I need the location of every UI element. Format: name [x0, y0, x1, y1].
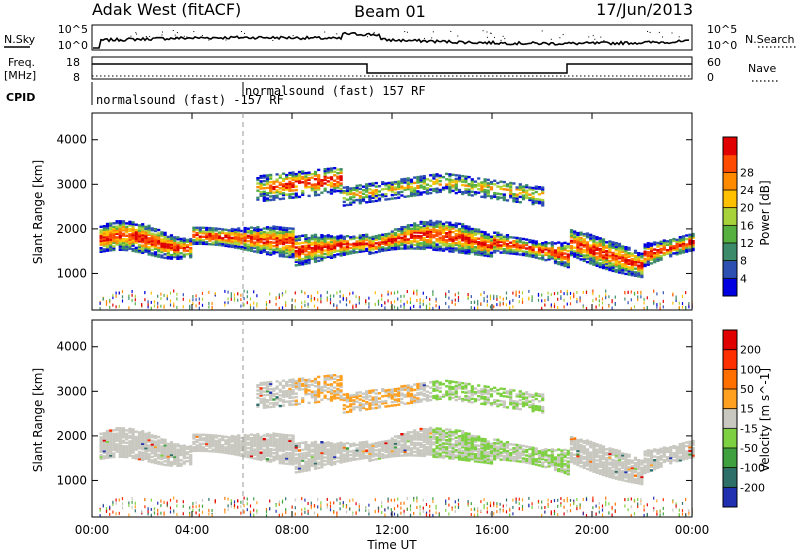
nsearch-tick-bottom: 10^0	[707, 39, 737, 52]
range-tick-label: 1000	[56, 473, 87, 487]
cpid-entry-1: normalsound (fast) -157 RF	[96, 93, 284, 107]
velocity-colorbar: 200 100 50 15 -15 -50 -100 -200	[722, 329, 765, 508]
time-tick-label: 16:00	[475, 523, 510, 537]
colorbar-swatch	[723, 467, 737, 488]
nsky-label: N.Sky	[4, 33, 36, 46]
colorbar-tick-label: 8	[740, 255, 747, 268]
cpid-row: CPID normalsound (fast) -157 RF normalso…	[6, 82, 426, 107]
nave-tick-bottom: 0	[707, 71, 714, 84]
colorbar-swatch	[723, 369, 737, 390]
nsky-tick-bottom: 10^0	[58, 39, 88, 52]
time-tick-label: 20:00	[575, 523, 610, 537]
colorbar-swatch	[723, 389, 737, 410]
power-panel-frame	[91, 112, 693, 311]
power-heatmap	[99, 167, 695, 311]
range-tick-label: 4000	[56, 340, 87, 354]
range-tick-label: 2000	[56, 222, 87, 236]
colorbar-tick-label: 100	[740, 363, 761, 376]
freq-tick-top: 18	[66, 56, 80, 69]
colorbar-tick-label: -50	[740, 442, 758, 455]
range-tick-label: 2000	[56, 429, 87, 443]
cpid-label: CPID	[6, 91, 35, 104]
cpid-entry-2: normalsound (fast) 157 RF	[245, 84, 426, 98]
colorbar-tick-label: 50	[740, 383, 754, 396]
colorbar-swatch	[723, 207, 737, 226]
station-title: Adak West (fitACF)	[92, 0, 241, 19]
velocity-colorbar-label: Velocity [m s^-1]	[758, 368, 772, 472]
xaxis-label: Time UT	[366, 538, 417, 552]
time-tick-label: 12:00	[375, 523, 410, 537]
colorbar-swatch	[723, 243, 737, 262]
colorbar-swatch	[723, 278, 737, 297]
velocity-panel-frame	[91, 319, 693, 518]
colorbar-swatch	[723, 260, 737, 279]
colorbar-tick-label: 24	[740, 184, 754, 197]
power-colorbar: 4 8 12 16 20 24 28	[722, 136, 754, 297]
nave-tick-top: 60	[707, 56, 721, 69]
colorbar-tick-label: 20	[740, 202, 754, 215]
colorbar-tick-label: 12	[740, 237, 754, 250]
freq-trace	[92, 63, 692, 74]
freq-unit: [MHz]	[4, 69, 36, 82]
velocity-y-axis: 1000 2000 3000 4000	[56, 340, 692, 487]
range-tick-label: 1000	[56, 266, 87, 280]
colorbar-tick-label: 200	[740, 344, 761, 357]
colorbar-swatch	[723, 137, 737, 156]
colorbar-swatch	[723, 487, 737, 508]
colorbar-swatch	[723, 349, 737, 370]
velocity-heatmap	[99, 374, 695, 518]
power-colorbar-label: Power [dB]	[758, 180, 772, 245]
colorbar-swatch	[723, 190, 737, 209]
nsky-tick-top: 10^5	[58, 23, 88, 36]
colorbar-swatch	[723, 330, 737, 351]
colorbar-swatch	[723, 408, 737, 429]
colorbar-swatch	[723, 225, 737, 244]
range-tick-label: 3000	[56, 384, 87, 398]
time-tick-label: 08:00	[275, 523, 310, 537]
nsearch-label: N.Search	[745, 33, 795, 46]
range-tick-label: 4000	[56, 133, 87, 147]
colorbar-swatch	[723, 172, 737, 191]
range-tick-label: 3000	[56, 177, 87, 191]
colorbar-tick-label: -15	[740, 422, 758, 435]
time-tick-label: 00:00	[675, 523, 710, 537]
colorbar-tick-label: 4	[740, 272, 747, 285]
time-tick-label: 04:00	[175, 523, 210, 537]
colorbar-tick-label: 15	[740, 403, 754, 416]
colorbar-tick-label: 16	[740, 219, 754, 232]
power-ylabel: Slant Range [km]	[31, 160, 45, 264]
colorbar-tick-label: -100	[740, 462, 765, 475]
beam-label: Beam 01	[354, 2, 426, 21]
colorbar-tick-label: -200	[740, 481, 765, 494]
velocity-ylabel: Slant Range [km]	[31, 368, 45, 472]
colorbar-tick-label: 28	[740, 166, 754, 179]
noise-trace	[93, 30, 690, 49]
power-y-axis: 1000 2000 3000 4000	[56, 133, 692, 280]
time-x-axis: 00:00 04:00 08:00 12:00 16:00 20:00 00:00	[75, 113, 710, 537]
time-tick-label: 00:00	[75, 523, 110, 537]
freq-tick-bottom: 8	[73, 71, 80, 84]
freq-label: Freq.	[8, 56, 35, 69]
colorbar-swatch	[723, 448, 737, 469]
colorbar-swatch	[723, 428, 737, 449]
nave-label: Nave	[748, 62, 776, 75]
noise-panel: N.Sky 10^5 10^0 10^5 10^0 N.Search	[4, 23, 796, 52]
freq-panel: Freq. [MHz] 18 8 60 0 Nave	[4, 56, 780, 84]
date-label: 17/Jun/2013	[596, 0, 693, 19]
nsearch-tick-top: 10^5	[707, 23, 737, 36]
colorbar-swatch	[723, 154, 737, 173]
